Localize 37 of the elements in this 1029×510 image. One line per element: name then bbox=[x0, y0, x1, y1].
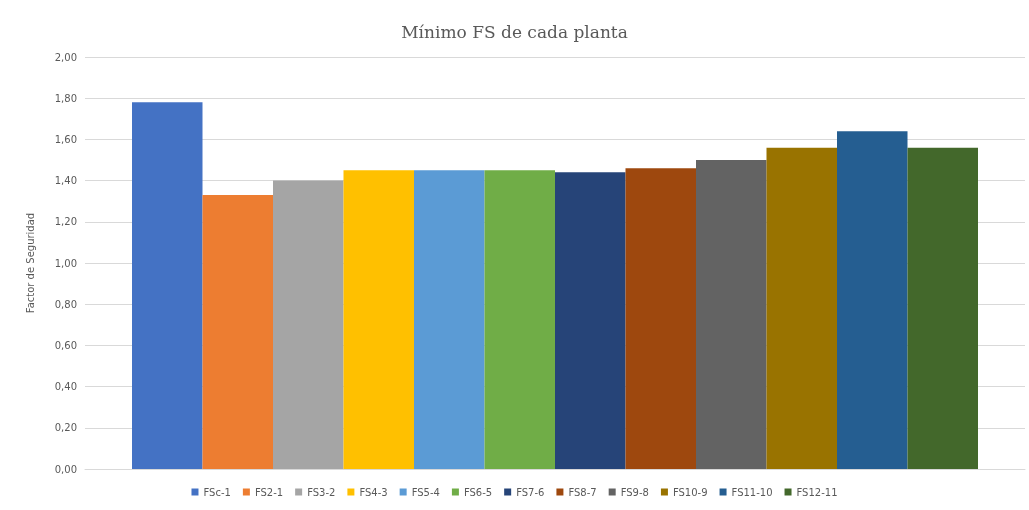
bar bbox=[484, 170, 555, 469]
bar bbox=[343, 170, 414, 469]
bar bbox=[766, 147, 837, 469]
legend-label: FS8-7 bbox=[568, 486, 597, 498]
y-tick-label: 1,20 bbox=[54, 216, 77, 228]
legend-label: FS6-5 bbox=[463, 486, 493, 498]
bar bbox=[132, 102, 203, 469]
legend-label: FS11-10 bbox=[731, 486, 773, 498]
y-tick-label: 0,80 bbox=[54, 298, 77, 310]
legend-label: FS5-4 bbox=[411, 486, 440, 498]
y-tick-label: 0,20 bbox=[54, 422, 77, 434]
legend-label: FSc-1 bbox=[203, 486, 231, 498]
y-tick-label: 1,80 bbox=[54, 92, 77, 104]
bar bbox=[837, 131, 908, 469]
bar bbox=[907, 147, 978, 469]
bar bbox=[696, 160, 767, 469]
legend-label: FS4-3 bbox=[359, 486, 388, 498]
legend-label: FS3-2 bbox=[307, 486, 336, 498]
bar bbox=[555, 172, 626, 469]
bar bbox=[273, 180, 344, 469]
bar bbox=[202, 195, 273, 469]
y-axis-title: Factor de Seguridad bbox=[24, 212, 36, 314]
y-tick-label: 1,00 bbox=[54, 257, 77, 269]
y-tick-label: 0,60 bbox=[54, 339, 77, 351]
bar bbox=[414, 170, 485, 469]
legend-label: FS12-11 bbox=[796, 486, 838, 498]
y-tick-label: 0,00 bbox=[54, 463, 77, 475]
y-tick-label: 1,60 bbox=[54, 133, 77, 145]
y-tick-label: 2,00 bbox=[54, 51, 77, 63]
chart-title: Mínimo FS de cada planta bbox=[401, 21, 628, 42]
y-tick-label: 1,40 bbox=[54, 175, 77, 187]
y-tick-label: 0,40 bbox=[54, 381, 77, 393]
legend-label: FS7-6 bbox=[516, 486, 545, 498]
legend-label: FS9-8 bbox=[620, 486, 649, 498]
legend-label: FS2-1 bbox=[254, 486, 284, 498]
bar bbox=[625, 168, 696, 469]
legend-label: FS10-9 bbox=[672, 486, 708, 498]
